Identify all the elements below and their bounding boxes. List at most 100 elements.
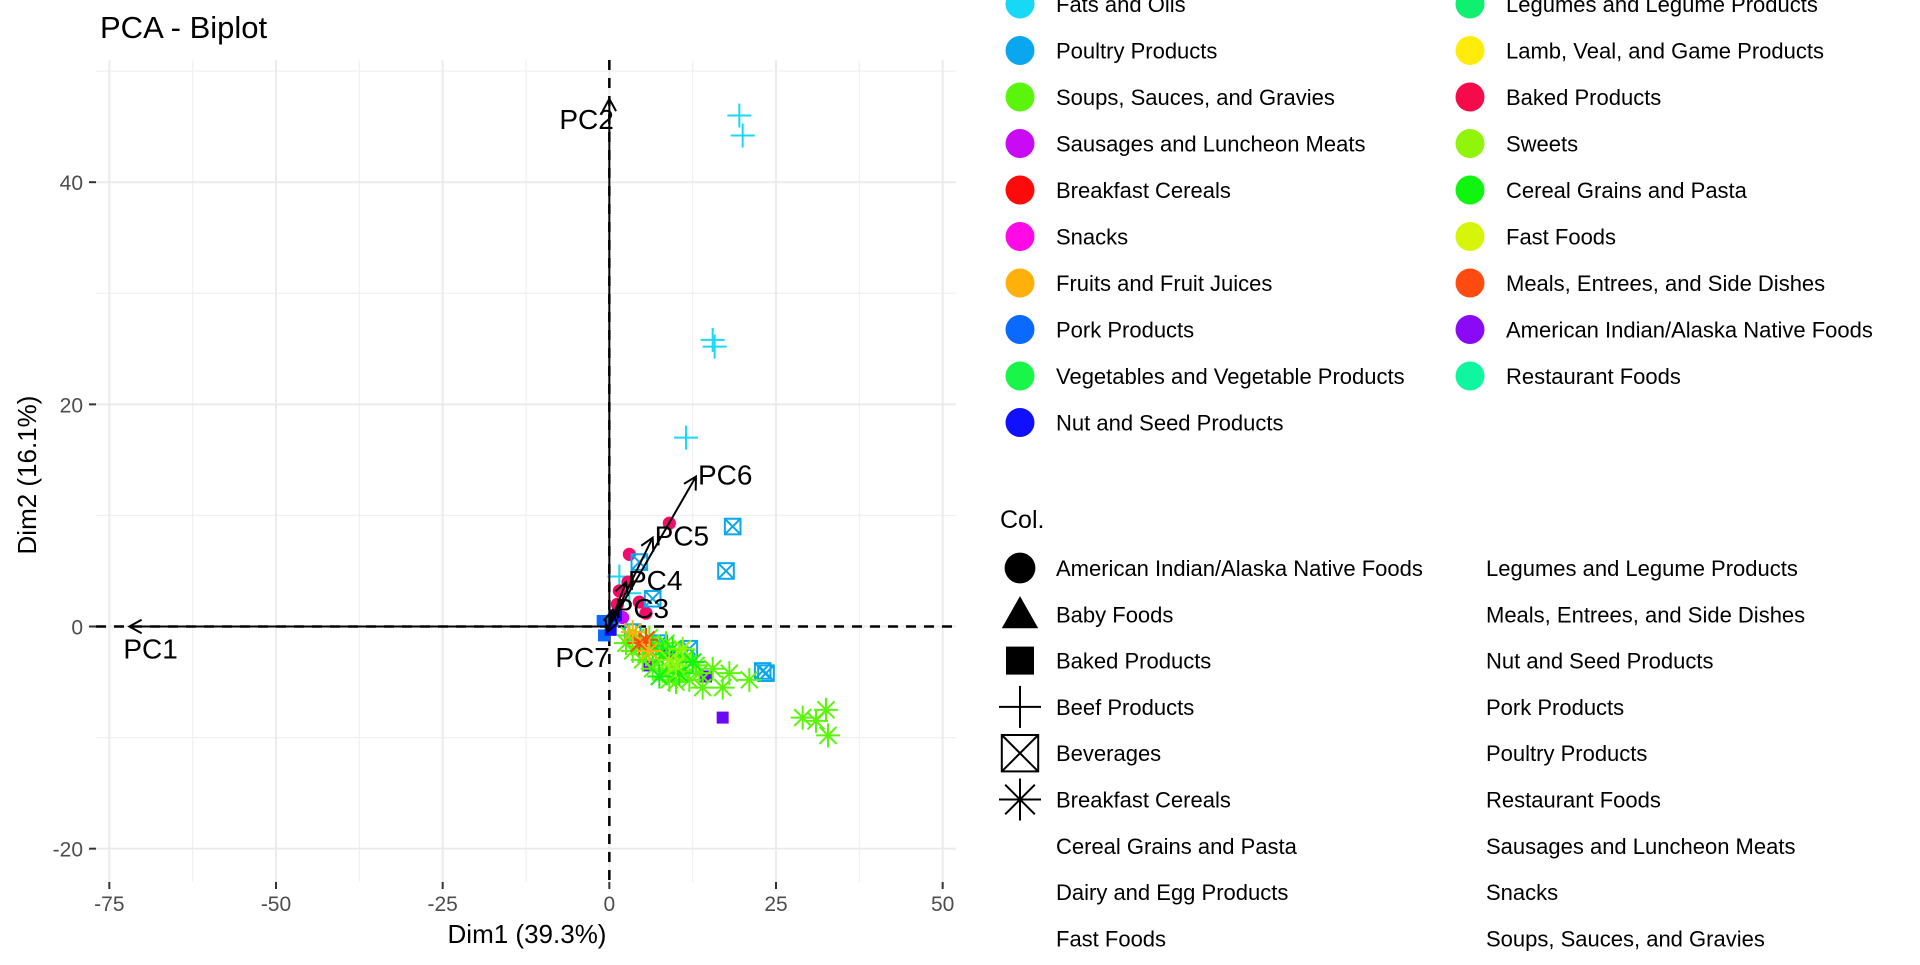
- color-legend-item: Cereal Grains and Pasta: [1455, 175, 1748, 205]
- shape-legend-item: American Indian/Alaska Native Foods: [1004, 552, 1423, 584]
- data-point: [753, 662, 772, 680]
- color-legend-key: [1005, 408, 1035, 437]
- x-tick-label: -50: [261, 893, 291, 916]
- shape-legend-label: Baby Foods: [1056, 602, 1173, 627]
- axes: -75 -50 -25 0 25 50 -20 0 20 40: [53, 172, 955, 916]
- data-point: [643, 589, 662, 608]
- shape-legend-item: Sausages and Luncheon Meats: [1486, 834, 1795, 859]
- marker-asterisk-arm: [616, 633, 636, 653]
- shape-legend-item: Dairy and Egg Products: [1056, 880, 1288, 905]
- shape-legend-label: Cereal Grains and Pasta: [1056, 834, 1298, 859]
- color-legend-label: Fats and Oils: [1056, 0, 1186, 17]
- color-legend-label: Lamb, Veal, and Game Products: [1506, 39, 1824, 64]
- data-point: [816, 723, 840, 748]
- x-tick-label: -25: [427, 893, 457, 916]
- marker-box-diag: [644, 590, 662, 608]
- color-legend-label: Meals, Entrees, and Side Dishes: [1506, 271, 1825, 296]
- color-legend-key: [1005, 222, 1035, 251]
- color-legend-label: Soups, Sauces, and Gravies: [1056, 85, 1335, 110]
- color-legend-item: Pork Products: [1005, 315, 1194, 344]
- data-point: [723, 517, 742, 536]
- color-legend-item: Sweets: [1455, 129, 1578, 158]
- shape-legend-key: [1006, 646, 1034, 675]
- color-legend-key: [1455, 0, 1485, 19]
- pc-vector-arrowhead: [640, 535, 655, 552]
- marker-box-diag: [754, 662, 772, 680]
- color-legend-label: Sausages and Luncheon Meats: [1056, 132, 1365, 157]
- color-legend-label: Restaurant Foods: [1506, 364, 1681, 389]
- color-legend-key: [1005, 0, 1035, 19]
- shape-legend-label: Meals, Entrees, and Side Dishes: [1486, 602, 1805, 627]
- color-legend-item: Fats and Oils: [1005, 0, 1186, 19]
- shape-legend-key: [999, 685, 1041, 728]
- shape-legend-item: Meals, Entrees, and Side Dishes: [1486, 602, 1805, 627]
- marker-asterisk-arm: [676, 648, 696, 667]
- color-legend-key: [1455, 82, 1485, 112]
- color-legend-key: [1455, 315, 1485, 344]
- color-legend-label: Nut and Seed Products: [1056, 411, 1283, 436]
- pc-vector: PC2: [559, 96, 617, 627]
- shape-legend-label: Beef Products: [1056, 695, 1194, 720]
- data-point: [639, 606, 653, 620]
- data-point: [620, 620, 645, 645]
- marker-asterisk-arm: [623, 622, 642, 642]
- shape-legend-item: Poultry Products: [1486, 741, 1647, 766]
- data-point: [612, 584, 626, 598]
- data-point: [637, 638, 662, 663]
- chart-title: PCA - Biplot: [100, 10, 268, 45]
- shape-legend-key: [1001, 596, 1039, 629]
- pc-vector-label: PC7: [555, 642, 609, 673]
- pc-vector-arrowhead: [683, 474, 698, 491]
- pc-vector: PC1: [123, 618, 610, 665]
- y-tick-label: -20: [53, 839, 83, 862]
- shape-legend-item: Cereal Grains and Pasta: [1056, 834, 1298, 859]
- pc-vector-line: [608, 537, 654, 627]
- x-axis-label: Dim1 (39.3%): [448, 919, 607, 949]
- color-legend-key: [1455, 129, 1485, 158]
- color-legend-item: Restaurant Foods: [1455, 361, 1681, 391]
- pc-vector: PC6: [608, 460, 752, 628]
- data-point: [700, 327, 725, 352]
- shape-legend-label: Restaurant Foods: [1486, 788, 1661, 813]
- pc-vector-arrowhead: [602, 607, 618, 624]
- pc-vector-label: PC1: [123, 634, 177, 665]
- pc-vector-arrowhead: [601, 96, 617, 112]
- color-legend-item: Fast Foods: [1455, 222, 1616, 251]
- shape-legend-label: Legumes and Legume Products: [1486, 556, 1798, 581]
- x-tick-label: 0: [603, 893, 615, 916]
- color-legend-item: Baked Products: [1455, 82, 1661, 112]
- marker-asterisk-arm: [640, 641, 659, 661]
- color-legend-key: [1455, 268, 1485, 298]
- marker-box-diag: [717, 562, 735, 580]
- shape-legend-item: Nut and Seed Products: [1486, 649, 1713, 674]
- marker-box: [717, 562, 735, 580]
- color-legend-item: American Indian/Alaska Native Foods: [1455, 315, 1873, 344]
- marker-asterisk-arm: [673, 639, 692, 658]
- shape-legend-label: Snacks: [1486, 880, 1558, 905]
- marker-asterisk-arm: [650, 667, 669, 686]
- color-legend-item: Sausages and Luncheon Meats: [1005, 129, 1365, 158]
- shape-legend-label: Poultry Products: [1486, 741, 1647, 766]
- data-point: [717, 562, 735, 580]
- color-legend-key: [1005, 36, 1035, 65]
- data-point: [702, 334, 727, 359]
- color-legend-item: Lamb, Veal, and Game Products: [1455, 36, 1824, 65]
- color-legend-key: [1455, 222, 1485, 251]
- shape-legend-label: American Indian/Alaska Native Foods: [1056, 556, 1423, 581]
- marker-asterisk-arm: [683, 652, 702, 672]
- data-point: [647, 664, 672, 689]
- color-legend-item: Breakfast Cereals: [1005, 175, 1231, 205]
- marker-box: [757, 664, 775, 682]
- color-legend-label: Cereal Grains and Pasta: [1506, 178, 1748, 203]
- marker-circle: [1004, 552, 1036, 584]
- marker-asterisk-arm: [713, 678, 732, 697]
- marker-asterisk-arm: [740, 670, 759, 690]
- pc-vector-label: PC5: [655, 521, 709, 552]
- shape-legend-label: Fast Foods: [1056, 926, 1166, 951]
- data-point: [690, 675, 715, 700]
- marker-box-diag: [724, 518, 742, 536]
- color-legend-key: [1005, 129, 1035, 158]
- color-legend-item: Nut and Seed Products: [1005, 408, 1283, 437]
- color-legend-item: Meals, Entrees, and Side Dishes: [1455, 268, 1825, 298]
